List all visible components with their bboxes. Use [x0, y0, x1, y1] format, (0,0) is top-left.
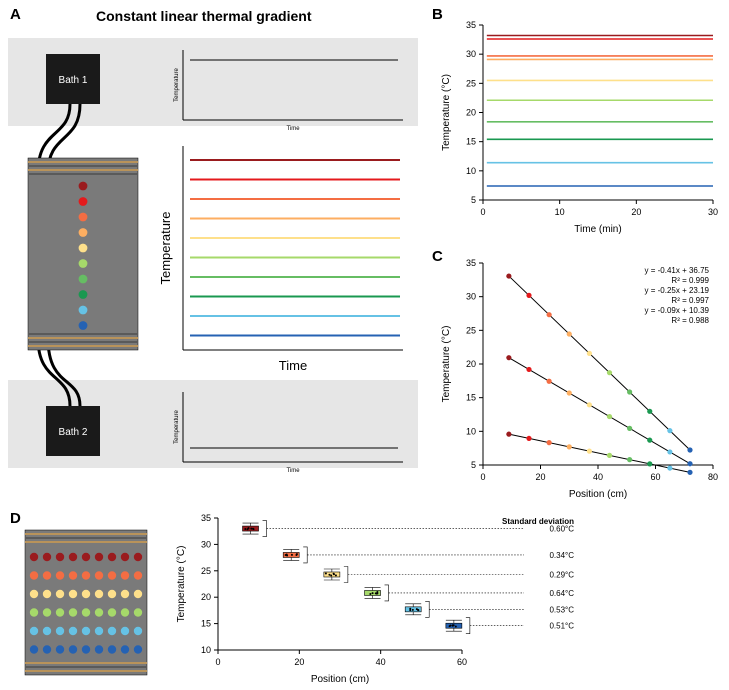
svg-text:40: 40	[593, 472, 603, 482]
svg-text:80: 80	[708, 472, 718, 482]
svg-text:15: 15	[466, 137, 476, 147]
svg-text:0.34°C: 0.34°C	[549, 551, 574, 560]
svg-text:R² = 0.988: R² = 0.988	[671, 316, 709, 325]
svg-text:10: 10	[466, 166, 476, 176]
svg-text:25: 25	[466, 325, 476, 335]
svg-text:Time (min): Time (min)	[574, 224, 621, 235]
svg-text:Time: Time	[279, 358, 307, 373]
svg-text:15: 15	[201, 619, 211, 629]
svg-text:60: 60	[650, 472, 660, 482]
title-a: Constant linear thermal gradient	[96, 8, 311, 24]
svg-text:0.29°C: 0.29°C	[549, 570, 574, 579]
svg-text:10: 10	[201, 645, 211, 655]
svg-text:0.53°C: 0.53°C	[549, 605, 574, 614]
plate-schematic	[28, 158, 138, 350]
svg-text:0: 0	[215, 657, 220, 667]
svg-text:30: 30	[201, 539, 211, 549]
svg-text:30: 30	[466, 292, 476, 302]
panel-c-chart: 0 20 40 60 80 5 10 15 20 25 30 35 Position (cm) Tempe…	[435, 255, 725, 505]
panel-a: Bath 1 Bath 2	[8, 28, 418, 498]
svg-text:5: 5	[471, 195, 476, 205]
svg-text:20: 20	[466, 108, 476, 118]
svg-text:25: 25	[201, 566, 211, 576]
panel-d-chart: 0 20 40 60 10 15 20 25 30 35 Position (cm) Temperat…	[170, 510, 580, 690]
svg-text:0: 0	[480, 472, 485, 482]
svg-text:Temperature: Temperature	[158, 212, 173, 285]
svg-text:y = -0.25x + 23.19: y = -0.25x + 23.19	[645, 286, 710, 295]
svg-text:20: 20	[201, 592, 211, 602]
svg-text:20: 20	[631, 207, 641, 217]
svg-text:60: 60	[457, 657, 467, 667]
svg-text:0.60°C: 0.60°C	[549, 525, 574, 534]
big-chart: Temperature Time	[158, 146, 403, 373]
svg-text:0: 0	[480, 207, 485, 217]
svg-text:30: 30	[466, 49, 476, 59]
svg-text:30: 30	[708, 207, 718, 217]
svg-text:Temperature: Temperature	[174, 409, 180, 443]
svg-text:10: 10	[555, 207, 565, 217]
svg-text:Position (cm): Position (cm)	[569, 489, 627, 500]
svg-text:25: 25	[466, 78, 476, 88]
svg-text:Temperature (°C): Temperature (°C)	[176, 546, 187, 623]
svg-text:R² = 0.997: R² = 0.997	[671, 296, 709, 305]
svg-text:Time: Time	[286, 126, 300, 132]
svg-text:20: 20	[294, 657, 304, 667]
svg-text:y = -0.41x + 36.75: y = -0.41x + 36.75	[645, 266, 710, 275]
svg-text:Bath 2: Bath 2	[59, 427, 88, 438]
svg-text:35: 35	[466, 20, 476, 30]
svg-text:y = -0.09x + 10.39: y = -0.09x + 10.39	[645, 306, 710, 315]
svg-text:5: 5	[471, 460, 476, 470]
svg-text:0.64°C: 0.64°C	[549, 589, 574, 598]
svg-text:35: 35	[201, 513, 211, 523]
svg-text:35: 35	[466, 258, 476, 268]
svg-text:40: 40	[376, 657, 386, 667]
panel-label-a: A	[10, 6, 21, 23]
svg-text:R² = 0.999: R² = 0.999	[671, 276, 709, 285]
panel-d-plate	[20, 525, 160, 685]
svg-text:Bath 1: Bath 1	[59, 75, 88, 86]
svg-text:10: 10	[466, 426, 476, 436]
svg-text:Temperature: Temperature	[174, 67, 180, 101]
svg-text:20: 20	[535, 472, 545, 482]
svg-text:20: 20	[466, 359, 476, 369]
svg-text:15: 15	[466, 393, 476, 403]
svg-text:Time: Time	[286, 468, 300, 474]
svg-text:0.51°C: 0.51°C	[549, 622, 574, 631]
svg-text:Temperature (°C): Temperature (°C)	[441, 74, 452, 151]
svg-text:Temperature (°C): Temperature (°C)	[441, 326, 452, 403]
svg-text:Position (cm): Position (cm)	[311, 674, 369, 685]
panel-b-chart: 0 10 20 30 5 10 15 20 25 30 35 Time (min) Temperatur…	[435, 15, 725, 240]
